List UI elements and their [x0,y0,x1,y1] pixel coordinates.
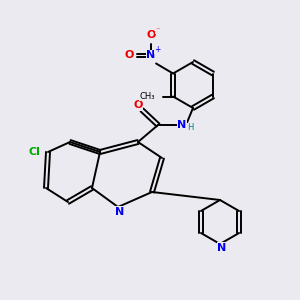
Text: H: H [187,124,193,133]
Text: O: O [124,50,134,61]
Text: N: N [177,120,187,130]
Text: N: N [146,50,156,61]
Text: N: N [116,207,124,217]
Text: CH₃: CH₃ [140,92,155,101]
Text: Cl: Cl [28,147,40,157]
Text: +: + [154,45,160,54]
Text: O: O [146,31,156,40]
Text: ⁻: ⁻ [156,25,160,34]
Text: O: O [133,100,143,110]
Text: N: N [218,243,226,253]
